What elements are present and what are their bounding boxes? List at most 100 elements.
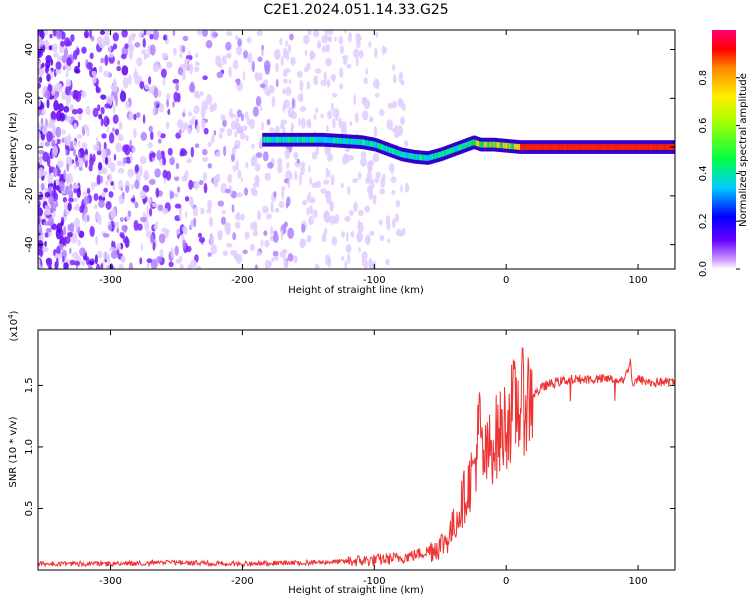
spectrogram-noise-cell	[271, 96, 276, 108]
spectrogram-noise-cell	[270, 201, 274, 213]
spectrogram-noise-cell	[68, 189, 74, 200]
spectrogram-noise-cell	[77, 140, 81, 148]
spectrogram-noise-cell	[110, 250, 118, 259]
spectrogram-noise-cell	[378, 219, 383, 226]
spectrogram-noise-cell	[38, 130, 41, 142]
spectrogram-noise-cell	[211, 134, 215, 144]
spectrogram-ridge-cell	[529, 144, 532, 150]
spectrogram-noise-cell	[283, 260, 289, 268]
spectrogram-noise-cell	[343, 30, 347, 34]
spectrogram-y-tick-label: -40	[24, 236, 35, 252]
spectrogram-noise-cell	[234, 35, 239, 40]
spectrogram-noise-cell	[242, 70, 246, 82]
spectrogram-ridge-cell	[309, 136, 312, 143]
spectrogram-noise-cell	[120, 53, 127, 60]
spectrogram-noise-cell	[220, 114, 226, 121]
spectrogram-noise-cell	[53, 99, 59, 112]
spectrogram-noise-cell	[284, 148, 291, 160]
spectrogram-noise-cell	[99, 175, 104, 184]
spectrogram-ridge-cell	[535, 144, 539, 150]
spectrogram-ridge-cell	[330, 137, 333, 144]
spectrogram-noise-cell	[264, 64, 271, 75]
spectrogram-ridge-cell	[597, 144, 600, 150]
spectrogram-noise-cell	[190, 81, 195, 92]
spectrogram-noise-cell	[230, 249, 236, 256]
spectrogram-noise-cell	[308, 215, 314, 226]
spectrogram-noise-cell	[46, 73, 51, 82]
spectrogram-noise-cell	[232, 59, 239, 70]
snr-y-multiplier: (x104)	[7, 310, 20, 341]
spectrogram-noise-cell	[348, 209, 354, 216]
spectrogram-noise-cell	[356, 231, 362, 243]
spectrogram-noise-cell	[298, 117, 301, 127]
spectrogram-noise-cell	[315, 107, 319, 114]
spectrogram-ridge-cell	[320, 136, 323, 143]
spectrogram-noise-cell	[59, 46, 64, 54]
spectrogram-noise-cell	[179, 151, 185, 157]
spectrogram-noise-cell	[143, 30, 147, 36]
spectrogram-noise-cell	[282, 88, 286, 95]
spectrogram-noise-cell	[114, 221, 119, 229]
spectrogram-noise-cell	[122, 157, 127, 165]
spectrogram-noise-cell	[208, 216, 214, 228]
spectrogram-ridge-cell	[417, 154, 420, 161]
spectrogram-ridge-cell	[483, 141, 486, 148]
spectrogram-noise-cell	[207, 141, 212, 148]
spectrogram-noise-cell	[200, 119, 206, 130]
spectrogram-noise-cell	[363, 77, 368, 85]
spectrogram-ridge-cell	[441, 151, 444, 158]
spectrogram-ridge-cell	[410, 153, 414, 160]
spectrogram-noise-cell	[83, 196, 90, 205]
spectrogram-noise-cell	[254, 72, 258, 79]
spectrogram-ridge-cell	[542, 144, 545, 150]
spectrogram-ridge-cell	[276, 136, 279, 143]
spectrogram-ridge-cell	[629, 144, 632, 150]
spectrogram-noise-cell	[323, 71, 327, 83]
spectrogram-noise-cell	[362, 110, 369, 121]
spectrogram-noise-cell	[321, 45, 328, 53]
spectrogram-noise-cell	[271, 257, 275, 262]
spectrogram-ridge-cell	[649, 144, 653, 150]
spectrogram-noise-cell	[76, 134, 83, 139]
spectrogram-noise-cell	[188, 50, 191, 56]
spectrogram-noise-cell	[326, 78, 331, 88]
spectrogram-noise-cell	[287, 180, 291, 189]
spectrogram-noise-cell	[194, 143, 200, 149]
spectrogram-noise-cell	[241, 113, 244, 122]
spectrogram-noise-cell	[56, 138, 61, 144]
spectrogram-ridge-cell	[554, 144, 558, 150]
spectrogram-ridge-cell	[607, 144, 610, 150]
spectrogram-noise-cell	[201, 148, 208, 156]
spectrogram-noise-cell	[325, 167, 329, 179]
spectrogram-noise-cell	[300, 92, 304, 103]
spectrogram-noise-cell	[339, 83, 344, 90]
spectrogram-noise-cell	[162, 34, 167, 41]
spectrogram-noise-cell	[374, 176, 379, 184]
spectrogram-noise-cell	[217, 230, 223, 240]
spectrogram-noise-cell	[274, 207, 280, 213]
spectrogram-noise-cell	[254, 264, 258, 269]
spectrogram-noise-cell	[148, 178, 156, 186]
spectrogram-ridge-cell	[543, 144, 547, 150]
spectrogram-noise-cell	[56, 83, 63, 93]
spectrogram-ridge-cell	[425, 154, 428, 161]
spectrogram-noise-cell	[89, 153, 93, 162]
spectrogram-noise-cell	[369, 230, 375, 237]
spectrogram-ridge-cell	[271, 136, 274, 143]
spectrogram-noise-cell	[252, 230, 259, 237]
spectrogram-noise-cell	[112, 78, 117, 89]
spectrogram-noise-cell	[65, 185, 70, 195]
spectrogram-noise-cell	[53, 52, 59, 58]
spectrogram-noise-cell	[391, 64, 396, 71]
spectrogram-noise-cell	[124, 144, 131, 156]
spectrogram-noise-cell	[339, 45, 344, 55]
spectrogram-ridge-cell	[469, 140, 472, 147]
spectrogram-noise-cell	[143, 52, 147, 61]
spectrogram-ridge-cell	[371, 141, 374, 148]
spectrogram-noise-cell	[387, 238, 391, 244]
spectrogram-noise-cell	[309, 176, 313, 185]
spectrogram-ridge-cell	[460, 144, 463, 150]
spectrogram-noise-cell	[289, 33, 294, 41]
spectrogram-noise-cell	[173, 91, 179, 103]
spectrogram-noise-cell	[364, 234, 371, 246]
